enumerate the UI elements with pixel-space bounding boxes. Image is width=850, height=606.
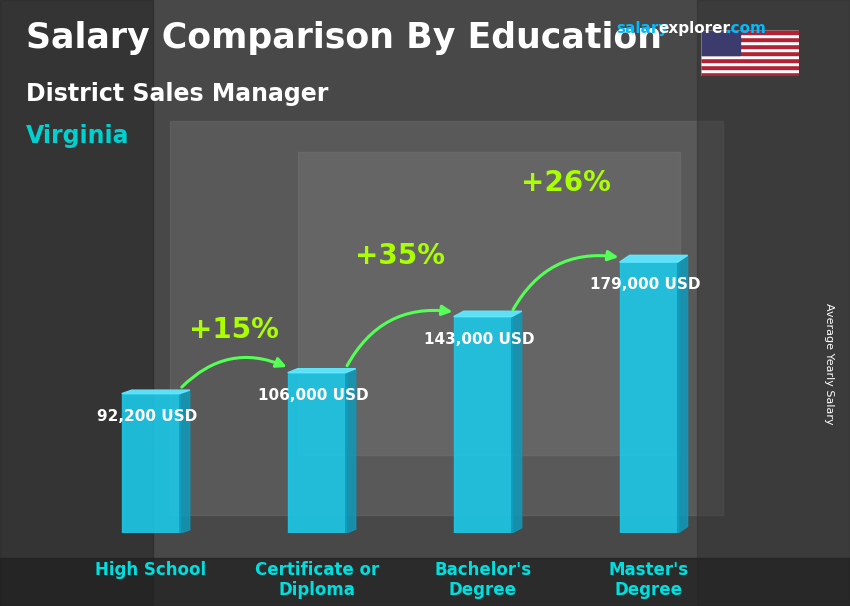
Polygon shape <box>122 394 180 533</box>
Bar <box>701 34 799 38</box>
Text: Virginia: Virginia <box>26 124 129 148</box>
Bar <box>701 68 799 72</box>
Text: Certificate or
Diploma: Certificate or Diploma <box>255 561 379 599</box>
Polygon shape <box>454 316 512 533</box>
Polygon shape <box>620 255 688 262</box>
Text: Master's
Degree: Master's Degree <box>609 561 689 599</box>
Text: explorer: explorer <box>659 21 731 36</box>
Text: Salary Comparison By Education: Salary Comparison By Education <box>26 21 661 55</box>
Bar <box>0 0 153 606</box>
Bar <box>701 48 799 52</box>
Bar <box>701 55 799 58</box>
Polygon shape <box>620 262 677 533</box>
Text: District Sales Manager: District Sales Manager <box>26 82 328 106</box>
Bar <box>701 52 799 55</box>
Text: +35%: +35% <box>354 242 445 270</box>
Bar <box>170 121 722 515</box>
Polygon shape <box>287 373 346 533</box>
Polygon shape <box>122 390 190 394</box>
Text: salary: salary <box>616 21 669 36</box>
Bar <box>0 558 850 606</box>
Bar <box>701 65 799 68</box>
Polygon shape <box>454 311 522 316</box>
Polygon shape <box>512 311 522 533</box>
Bar <box>701 44 799 48</box>
Bar <box>298 152 680 454</box>
Bar <box>701 58 799 62</box>
Text: 179,000 USD: 179,000 USD <box>590 278 700 292</box>
Text: .com: .com <box>725 21 766 36</box>
Text: 92,200 USD: 92,200 USD <box>98 408 197 424</box>
Polygon shape <box>180 390 190 533</box>
Bar <box>701 38 799 41</box>
Bar <box>701 41 799 44</box>
Bar <box>697 0 850 606</box>
Text: +15%: +15% <box>189 316 279 344</box>
Polygon shape <box>677 255 688 533</box>
Bar <box>701 72 799 76</box>
Bar <box>701 62 799 65</box>
Text: High School: High School <box>95 561 207 579</box>
Text: 143,000 USD: 143,000 USD <box>424 331 535 347</box>
Polygon shape <box>346 368 355 533</box>
Polygon shape <box>287 368 355 373</box>
Text: Average Yearly Salary: Average Yearly Salary <box>824 303 834 424</box>
Text: Bachelor's
Degree: Bachelor's Degree <box>434 561 531 599</box>
Text: +26%: +26% <box>521 169 610 198</box>
Bar <box>701 30 740 55</box>
Text: 106,000 USD: 106,000 USD <box>258 388 369 403</box>
Bar <box>701 30 799 34</box>
